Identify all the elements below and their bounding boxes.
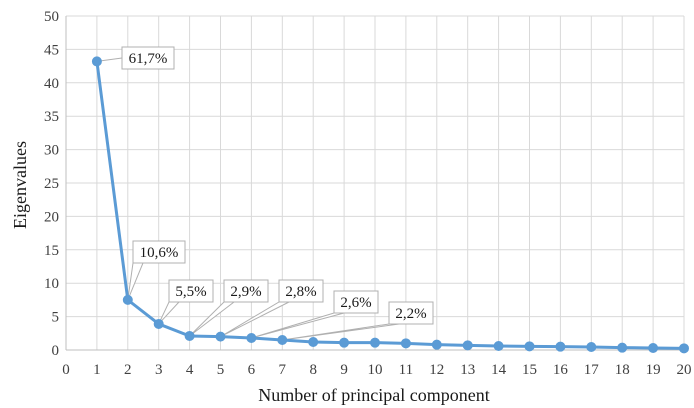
data-point <box>153 318 164 329</box>
data-label: 2,2% <box>395 306 426 322</box>
data-label-box <box>278 279 324 303</box>
data-point <box>462 340 473 351</box>
x-tick-label: 16 <box>553 362 569 378</box>
data-point <box>184 330 195 341</box>
x-tick-label: 18 <box>615 362 630 378</box>
data-label: 2,8% <box>285 284 316 300</box>
y-tick-label: 10 <box>44 276 59 292</box>
y-tick-label: 45 <box>44 42 59 58</box>
x-tick-label: 1 <box>93 362 101 378</box>
data-label-box <box>223 279 269 303</box>
data-labels: 61,7% 10,6% 5,5% 2,9% 2,8% 2,6% 2,2% <box>121 46 434 325</box>
data-label: 10,6% <box>140 245 179 261</box>
data-point <box>617 342 628 353</box>
y-axis-title: Eigenvalues <box>10 141 30 229</box>
x-tick-label: 12 <box>429 362 444 378</box>
data-label-callouts <box>96 57 400 341</box>
x-tick-label: 3 <box>155 362 163 378</box>
data-point <box>648 342 659 353</box>
data-point <box>586 341 597 352</box>
y-tick-label: 0 <box>52 343 60 359</box>
x-tick-label: 17 <box>584 362 600 378</box>
data-point <box>493 340 504 351</box>
x-tick-label: 14 <box>491 362 507 378</box>
data-label-box <box>333 290 379 314</box>
data-label-box <box>132 240 186 264</box>
data-point <box>277 334 288 345</box>
data-label-box <box>121 46 175 70</box>
x-tick-label: 15 <box>522 362 537 378</box>
callout-leader <box>220 301 290 338</box>
y-tick-label: 50 <box>44 9 59 25</box>
x-tick-label: 6 <box>248 362 256 378</box>
x-tick-label: 10 <box>368 362 383 378</box>
data-point <box>370 337 380 348</box>
x-tick-label: 5 <box>217 362 225 378</box>
x-tick-label: 0 <box>62 362 70 378</box>
x-tick-label: 19 <box>646 362 661 378</box>
callout-leader <box>282 323 400 341</box>
x-tick-label: 13 <box>460 362 475 378</box>
data-point <box>679 343 689 354</box>
y-tick-label: 20 <box>44 209 59 225</box>
data-point <box>555 341 566 352</box>
y-tick-label: 35 <box>44 109 59 125</box>
data-point <box>91 56 102 67</box>
x-tick-label: 7 <box>279 362 287 378</box>
x-tick-label: 9 <box>340 362 348 378</box>
data-label: 2,9% <box>230 284 261 300</box>
y-tick-label: 25 <box>44 176 59 192</box>
data-point <box>339 337 350 348</box>
x-tick-label: 11 <box>399 362 413 378</box>
data-point <box>122 294 133 305</box>
data-point <box>431 339 442 350</box>
data-label-box <box>168 279 214 303</box>
x-axis-title: Number of principal component <box>258 385 489 405</box>
data-point <box>215 331 226 342</box>
x-tick-label: 20 <box>677 362 692 378</box>
data-label: 5,5% <box>175 284 206 300</box>
x-tick-label: 8 <box>309 362 317 378</box>
eigenvalue-series <box>91 56 689 354</box>
y-tick-label: 30 <box>44 143 59 159</box>
y-tick-label: 5 <box>52 310 60 326</box>
data-point <box>246 332 257 343</box>
callout-leader <box>189 301 236 337</box>
data-point <box>400 338 411 349</box>
data-point <box>524 341 535 352</box>
y-tick-label: 40 <box>44 76 59 92</box>
series-line <box>95 61 685 350</box>
data-label-box <box>388 301 434 325</box>
data-label: 2,6% <box>340 295 371 311</box>
data-point <box>308 336 319 347</box>
y-tick-label: 15 <box>44 243 59 259</box>
data-label: 61,7% <box>129 51 168 67</box>
x-tick-label: 4 <box>186 362 194 378</box>
callout-leader <box>127 262 144 301</box>
x-tick-label: 2 <box>124 362 132 378</box>
